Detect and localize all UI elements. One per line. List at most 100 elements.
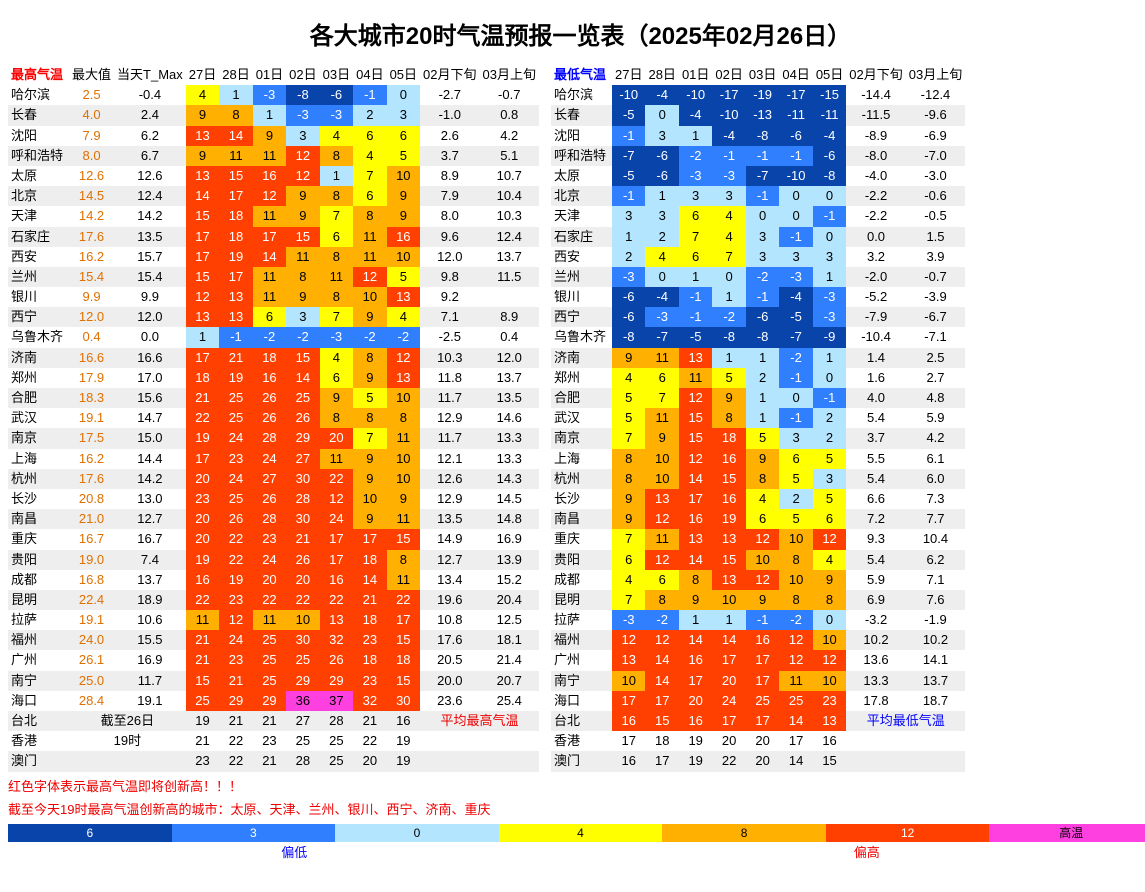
forecast-cell: -3: [813, 287, 846, 307]
forecast-cell: 16: [320, 570, 353, 590]
forecast-cell: 2: [813, 428, 846, 448]
forecast-cell: 6: [353, 186, 386, 206]
dec2-cell: 7.1: [906, 570, 965, 590]
dec2-cell: -0.5: [906, 206, 965, 226]
tmax-cell: 15.0: [114, 428, 186, 448]
max-value-cell: 12.6: [69, 166, 114, 186]
forecast-cell: 29: [219, 691, 252, 711]
forecast-cell: 6: [779, 449, 812, 469]
forecast-cell: 21: [186, 388, 219, 408]
tmax-cell: 13.7: [114, 570, 186, 590]
forecast-cell: -2: [353, 327, 386, 347]
forecast-cell: 21: [353, 711, 386, 731]
forecast-cell: 15: [387, 630, 420, 650]
dec1-cell: -8.0: [846, 146, 905, 166]
forecast-cell: 26: [286, 408, 319, 428]
forecast-cell: 9: [387, 206, 420, 226]
dec1-cell: 12.6: [420, 469, 479, 489]
forecast-cell: -3: [286, 105, 319, 125]
forecast-cell: 20: [186, 509, 219, 529]
forecast-cell: 12: [387, 348, 420, 368]
forecast-cell: 1: [679, 267, 712, 287]
forecast-cell: -7: [779, 327, 812, 347]
forecast-cell: 18: [253, 348, 286, 368]
forecast-cell: -1: [219, 327, 252, 347]
forecast-cell: 4: [612, 570, 645, 590]
tmax-cell: 13.5: [114, 227, 186, 247]
forecast-cell: 9: [712, 388, 745, 408]
dec1-cell: 2.6: [420, 126, 479, 146]
forecast-cell: 14: [253, 247, 286, 267]
right-col-header: 02日: [712, 65, 745, 85]
forecast-cell: 17: [645, 751, 678, 771]
forecast-cell: 8: [779, 590, 812, 610]
forecast-cell: -6: [746, 307, 779, 327]
forecast-cell: 0: [387, 85, 420, 105]
forecast-cell: 12: [679, 449, 712, 469]
forecast-cell: 5: [712, 368, 745, 388]
dec2-cell: 12.0: [480, 348, 539, 368]
forecast-cell: 9: [746, 590, 779, 610]
dec1-cell: 7.2: [846, 509, 905, 529]
forecast-cell: 13: [712, 570, 745, 590]
forecast-cell: 29: [286, 428, 319, 448]
forecast-cell: 9: [286, 206, 319, 226]
forecast-cell: 16: [253, 368, 286, 388]
city-cell: 长沙: [8, 489, 69, 509]
forecast-cell: 12: [645, 550, 678, 570]
max-value-cell: 19.0: [69, 550, 114, 570]
forecast-cell: 10: [353, 489, 386, 509]
max-value-cell: 17.6: [69, 227, 114, 247]
left-col-header: 03月上旬: [480, 65, 539, 85]
forecast-cell: 6: [612, 550, 645, 570]
dec1-cell: -3.2: [846, 610, 905, 630]
forecast-cell: 18: [353, 650, 386, 670]
left-col-header: 27日: [186, 65, 219, 85]
forecast-cell: -17: [779, 85, 812, 105]
forecast-cell: 24: [253, 449, 286, 469]
forecast-cell: 23: [219, 590, 252, 610]
forecast-cell: 14: [779, 711, 812, 731]
forecast-cell: -1: [746, 287, 779, 307]
forecast-cell: 22: [253, 590, 286, 610]
forecast-cell: 18: [712, 428, 745, 448]
max-value-cell: 17.6: [69, 469, 114, 489]
forecast-cell: -2: [779, 348, 812, 368]
dec2-cell: 21.4: [480, 650, 539, 670]
max-value-cell: 0.4: [69, 327, 114, 347]
dec2-cell: 13.7: [906, 671, 965, 691]
legend-low: 偏低: [281, 842, 307, 861]
forecast-cell: 12: [813, 650, 846, 670]
forecast-cell: 21: [253, 711, 286, 731]
forecast-cell: 6: [679, 206, 712, 226]
max-value-cell: 24.0: [69, 630, 114, 650]
forecast-cell: 10: [813, 671, 846, 691]
dec1-cell: 4.0: [846, 388, 905, 408]
forecast-cell: -11: [813, 105, 846, 125]
dec1-cell: 5.4: [846, 469, 905, 489]
city-cell: 乌鲁木齐: [8, 327, 69, 347]
forecast-cell: 3: [813, 469, 846, 489]
dec1-cell: -14.4: [846, 85, 905, 105]
forecast-cell: 18: [353, 550, 386, 570]
forecast-cell: 29: [253, 691, 286, 711]
forecast-cell: 24: [712, 691, 745, 711]
dec2-cell: 15.2: [480, 570, 539, 590]
city-cell: 兰州: [551, 267, 612, 287]
forecast-cell: 1: [679, 126, 712, 146]
forecast-cell: 24: [320, 509, 353, 529]
forecast-cell: 22: [320, 590, 353, 610]
legend-segment: 4: [499, 824, 663, 842]
forecast-cell: 8: [320, 186, 353, 206]
forecast-cell: 9: [612, 509, 645, 529]
forecast-cell: 17: [712, 650, 745, 670]
forecast-cell: 9: [679, 590, 712, 610]
dec1-cell: 1.6: [846, 368, 905, 388]
forecast-cell: 8: [353, 348, 386, 368]
dec2-cell: 7.7: [906, 509, 965, 529]
forecast-cell: 0: [779, 388, 812, 408]
city-cell: 南宁: [551, 671, 612, 691]
forecast-cell: 29: [320, 671, 353, 691]
forecast-cell: 13: [612, 650, 645, 670]
dec1-cell: -10.4: [846, 327, 905, 347]
